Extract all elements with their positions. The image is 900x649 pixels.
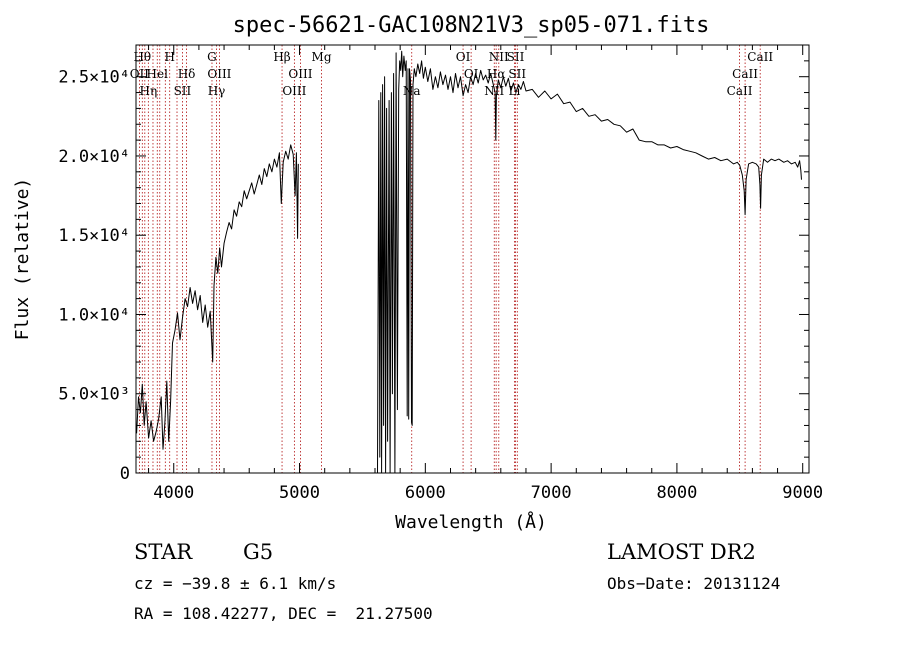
y-axis-ticks: 0 5.0×10³ 1.0×10⁴ 1.5×10⁴ 2.0×10⁴ 2.5×10⁴ [58,60,809,484]
line-marker-label: Li [508,84,520,98]
observation-date: Obs−Date: 20131124 [607,574,781,593]
line-marker-label: Hel [147,67,169,81]
line-marker-label: SII [508,67,526,81]
plot-frame [135,44,810,474]
y-axis-label: Flux (relative) [12,178,33,341]
spectral-line-labels: OIIHθHηHelHSIIHδGHγOIIIHβOIIIOIIIMgNaOIO… [130,50,774,98]
x-tick-label: 8000 [656,483,697,503]
x-tick-label: 4000 [153,483,194,503]
x-tick-label: 6000 [405,483,446,503]
line-marker-label: Na [403,84,421,98]
sky-coordinates: RA = 108.42277, DEC = 21.27500 [134,604,433,623]
line-marker-label: OIII [207,67,231,81]
x-tick-label: 7000 [531,483,572,503]
y-tick-label: 2.5×10⁴ [58,68,130,88]
x-tick-label: 5000 [279,483,320,503]
y-tick-label: 2.0×10⁴ [58,147,130,167]
line-marker-label: CaII [747,50,773,64]
spectral-line-markers [138,45,761,473]
spectrum-series [136,50,802,474]
line-marker-label: Hδ [178,67,196,81]
x-axis-ticks: 4000 5000 6000 7000 8000 9000 [148,45,823,503]
x-axis-label: Wavelength (Å) [395,511,547,533]
spectrum-line-segment [377,50,802,474]
survey-name: LAMOST DR2 [607,540,756,564]
line-marker-label: OII [130,67,150,81]
line-marker-label: NII [489,50,509,64]
redshift-cz: cz = −39.8 ± 6.1 km/s [134,574,337,593]
line-marker-label: CaII [727,84,753,98]
line-marker-label: Hβ [273,50,290,64]
line-marker-label: G [207,50,217,64]
line-marker-label: OI [456,50,471,64]
spectrum-line-segment [136,144,299,450]
line-marker-label: SII [174,84,192,98]
line-marker-label: SII [507,50,525,64]
line-marker-label: Mg [312,50,332,64]
y-tick-label: 5.0×10³ [58,385,130,405]
object-class: STAR [134,540,193,564]
line-marker-label: H [164,50,174,64]
line-marker-label: CaII [732,67,758,81]
line-marker-label: OIII [282,84,306,98]
line-marker-label: Hη [139,84,157,98]
y-tick-label: 1.0×10⁴ [58,305,130,325]
y-tick-label: 1.5×10⁴ [58,226,130,246]
line-marker-label: OIII [288,67,312,81]
x-tick-label: 9000 [782,483,823,503]
y-tick-label: 0 [120,464,130,484]
line-marker-label: Hγ [208,84,226,98]
chart-title: spec-56621-GAC108N21V3_sp05-071.fits [233,13,710,38]
object-subclass: G5 [243,540,274,564]
